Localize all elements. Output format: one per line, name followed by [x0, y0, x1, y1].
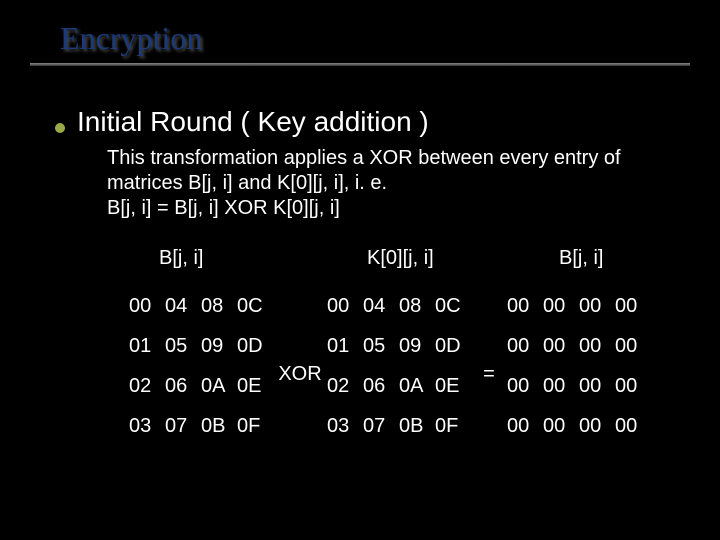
m2-cell: 0F [435, 413, 471, 439]
m3-cell: 00 [543, 373, 579, 399]
xor-label: XOR [273, 361, 327, 387]
m1-cell: 04 [165, 293, 201, 319]
m1-cell: 0B [201, 413, 237, 439]
matrix-b-output: 00 00 00 00 00 00 00 00 00 00 00 00 00 0… [507, 293, 651, 439]
m1-cell: 08 [201, 293, 237, 319]
slide: Encryption Initial Round ( Key addition … [0, 0, 720, 540]
m3-cell: 00 [543, 333, 579, 359]
m3-cell: 00 [579, 333, 615, 359]
m1-cell: 00 [129, 293, 165, 319]
m1-cell: 07 [165, 413, 201, 439]
bullet-row: Initial Round ( Key addition ) [55, 106, 680, 138]
m1-cell: 0A [201, 373, 237, 399]
matrix-k: 00 04 08 0C 01 05 09 0D 02 06 0A 0E 03 0… [327, 293, 471, 439]
m2-cell: 0C [435, 293, 471, 319]
label-matrix-3: B[j, i] [519, 245, 603, 271]
m2-cell: 07 [363, 413, 399, 439]
m1-cell: 0F [237, 413, 273, 439]
m2-cell: 01 [327, 333, 363, 359]
desc-line-1: This transformation applies a XOR betwee… [107, 146, 680, 171]
m2-cell: 05 [363, 333, 399, 359]
slide-title: Encryption [0, 20, 720, 57]
m3-cell: 00 [507, 293, 543, 319]
bullet-heading: Initial Round ( Key addition ) [77, 106, 429, 138]
matrix-grid: 00 04 08 0C 01 05 09 0D 02 06 0A 0E 03 0… [129, 293, 680, 439]
m1-cell: 05 [165, 333, 201, 359]
m1-cell: 0E [237, 373, 273, 399]
m2-cell: 08 [399, 293, 435, 319]
title-underline [30, 63, 690, 66]
m2-cell: 09 [399, 333, 435, 359]
m2-cell: 0E [435, 373, 471, 399]
m2-cell: 0A [399, 373, 435, 399]
content-area: Initial Round ( Key addition ) This tran… [0, 106, 720, 439]
m2-cell: 0B [399, 413, 435, 439]
m3-cell: 00 [615, 293, 651, 319]
m1-cell: 02 [129, 373, 165, 399]
m3-cell: 00 [579, 413, 615, 439]
bullet-icon [55, 123, 65, 133]
m1-cell: 0C [237, 293, 273, 319]
matrices-area: B[j, i] K[0][j, i] B[j, i] 00 04 08 0C 0… [55, 245, 680, 439]
m2-cell: 04 [363, 293, 399, 319]
m3-cell: 00 [579, 293, 615, 319]
m1-cell: 03 [129, 413, 165, 439]
m2-cell: 06 [363, 373, 399, 399]
matrix-labels: B[j, i] K[0][j, i] B[j, i] [129, 245, 680, 271]
m1-cell: 0D [237, 333, 273, 359]
matrix-b-input: 00 04 08 0C 01 05 09 0D 02 06 0A 0E 03 0… [129, 293, 273, 439]
m3-cell: 00 [507, 333, 543, 359]
m2-cell: 02 [327, 373, 363, 399]
m2-cell: 03 [327, 413, 363, 439]
m2-cell: 00 [327, 293, 363, 319]
desc-line-3: B[j, i] = B[j, i] XOR K[0][j, i] [107, 196, 680, 221]
m2-cell: 0D [435, 333, 471, 359]
operator-eq: = [471, 353, 507, 379]
m1-cell: 01 [129, 333, 165, 359]
m3-cell: 00 [579, 373, 615, 399]
label-matrix-2: K[0][j, i] [319, 245, 519, 271]
m3-cell: 00 [615, 333, 651, 359]
m3-cell: 00 [543, 413, 579, 439]
m3-cell: 00 [543, 293, 579, 319]
m3-cell: 00 [615, 373, 651, 399]
desc-line-2: matrices B[j, i] and K[0][j, i], i. e. [107, 171, 680, 196]
m3-cell: 00 [507, 413, 543, 439]
m3-cell: 00 [615, 413, 651, 439]
eq-label: = [471, 361, 507, 387]
label-matrix-1: B[j, i] [129, 245, 319, 271]
m3-cell: 00 [507, 373, 543, 399]
operator-xor: XOR [273, 353, 327, 379]
m1-cell: 06 [165, 373, 201, 399]
m1-cell: 09 [201, 333, 237, 359]
description: This transformation applies a XOR betwee… [55, 146, 680, 221]
